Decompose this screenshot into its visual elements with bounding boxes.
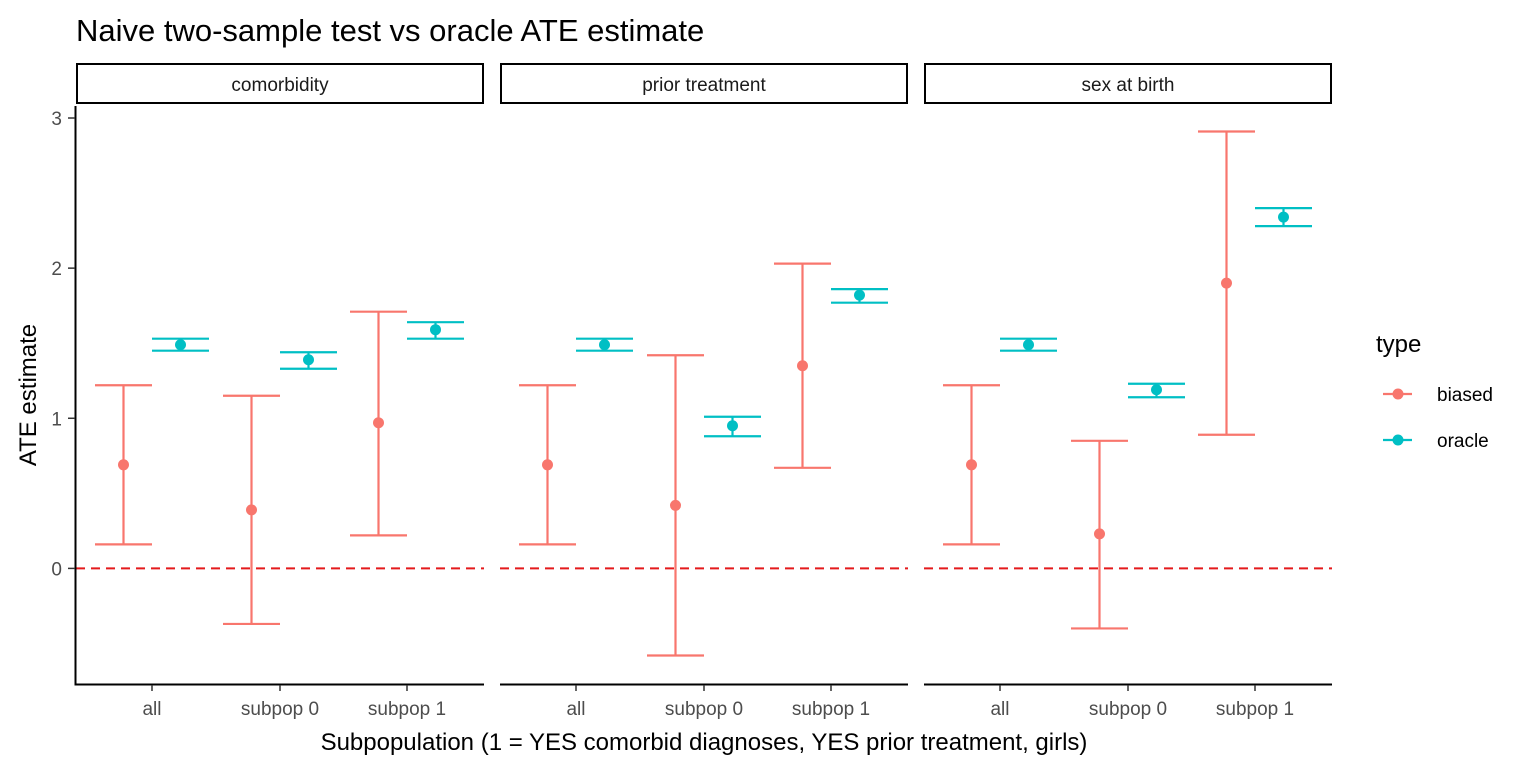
oracle-errorbar bbox=[1128, 382, 1185, 399]
legend-item-oracle: oracle bbox=[1383, 431, 1489, 452]
facet-strip bbox=[924, 63, 1332, 104]
x-tick-label: all bbox=[142, 699, 161, 720]
oracle-errorbar bbox=[407, 321, 464, 340]
x-tick-label: subpop 0 bbox=[241, 699, 319, 720]
oracle-errorbar bbox=[280, 351, 337, 370]
biased-point bbox=[373, 417, 384, 429]
legend-title: type bbox=[1376, 331, 1421, 358]
x-tick-label: subpop 1 bbox=[1216, 699, 1294, 720]
oracle-point bbox=[303, 354, 314, 366]
oracle-errorbar bbox=[152, 337, 209, 352]
legend-key-point bbox=[1392, 388, 1404, 400]
biased-errorbar bbox=[95, 384, 152, 546]
oracle-point bbox=[599, 339, 610, 351]
legend-label: biased bbox=[1437, 385, 1493, 406]
biased-point bbox=[1221, 277, 1232, 289]
y-tick-label: 3 bbox=[51, 109, 62, 130]
biased-point bbox=[1094, 528, 1105, 540]
biased-errorbar bbox=[223, 394, 280, 626]
biased-errorbar bbox=[647, 354, 704, 657]
y-axis-title: ATE estimate bbox=[15, 324, 42, 466]
x-tick-label: subpop 1 bbox=[368, 699, 446, 720]
facet-panel: comorbidity all subpop 0 subpop 1 bbox=[76, 63, 484, 720]
oracle-point bbox=[1023, 339, 1034, 351]
biased-point bbox=[797, 360, 808, 372]
x-tick-label: subpop 0 bbox=[1089, 699, 1167, 720]
x-tick-label: all bbox=[990, 699, 1009, 720]
biased-errorbar bbox=[1198, 130, 1255, 436]
legend-label: oracle bbox=[1437, 431, 1489, 452]
biased-errorbar bbox=[943, 384, 1000, 546]
facet-strip-label: comorbidity bbox=[231, 75, 329, 96]
chart-title: Naive two-sample test vs oracle ATE esti… bbox=[76, 13, 704, 48]
oracle-point bbox=[1151, 384, 1162, 396]
biased-errorbar bbox=[519, 384, 576, 546]
biased-errorbar bbox=[1071, 439, 1128, 630]
oracle-point bbox=[1278, 211, 1289, 223]
biased-point bbox=[246, 504, 257, 516]
biased-point bbox=[542, 459, 553, 471]
legend-item-biased: biased bbox=[1383, 385, 1493, 406]
facet-strip-label: sex at birth bbox=[1082, 75, 1175, 96]
facet-strip bbox=[76, 63, 484, 104]
x-tick-label: subpop 0 bbox=[665, 699, 743, 720]
oracle-errorbar bbox=[1000, 337, 1057, 352]
y-tick-label: 2 bbox=[51, 259, 62, 280]
x-axis-title: Subpopulation (1 = YES comorbid diagnose… bbox=[321, 729, 1088, 756]
oracle-errorbar bbox=[1255, 206, 1312, 228]
facet-panel: prior treatment all subpop 0 subpop 1 bbox=[500, 63, 908, 720]
biased-point bbox=[118, 459, 129, 471]
facet-strip-label: prior treatment bbox=[642, 75, 766, 96]
biased-errorbar bbox=[774, 262, 831, 469]
facet-panel: sex at birth all subpop 0 subpop 1 bbox=[924, 63, 1332, 720]
oracle-point bbox=[854, 289, 865, 301]
oracle-point bbox=[430, 324, 441, 336]
y-tick-label: 1 bbox=[51, 409, 62, 430]
oracle-errorbar bbox=[704, 415, 761, 438]
y-tick-label: 0 bbox=[51, 559, 62, 580]
y-axis: 0 1 2 3 bbox=[51, 106, 77, 686]
oracle-point bbox=[175, 339, 186, 351]
legend-key-point bbox=[1392, 434, 1404, 446]
legend: type biased oracle bbox=[1376, 331, 1493, 452]
biased-point bbox=[966, 459, 977, 471]
oracle-errorbar bbox=[576, 337, 633, 352]
x-tick-label: subpop 1 bbox=[792, 699, 870, 720]
x-tick-label: all bbox=[566, 699, 585, 720]
oracle-point bbox=[727, 420, 738, 432]
facet-strip bbox=[500, 63, 908, 104]
biased-point bbox=[670, 499, 681, 511]
oracle-errorbar bbox=[831, 288, 888, 304]
biased-errorbar bbox=[350, 310, 407, 537]
